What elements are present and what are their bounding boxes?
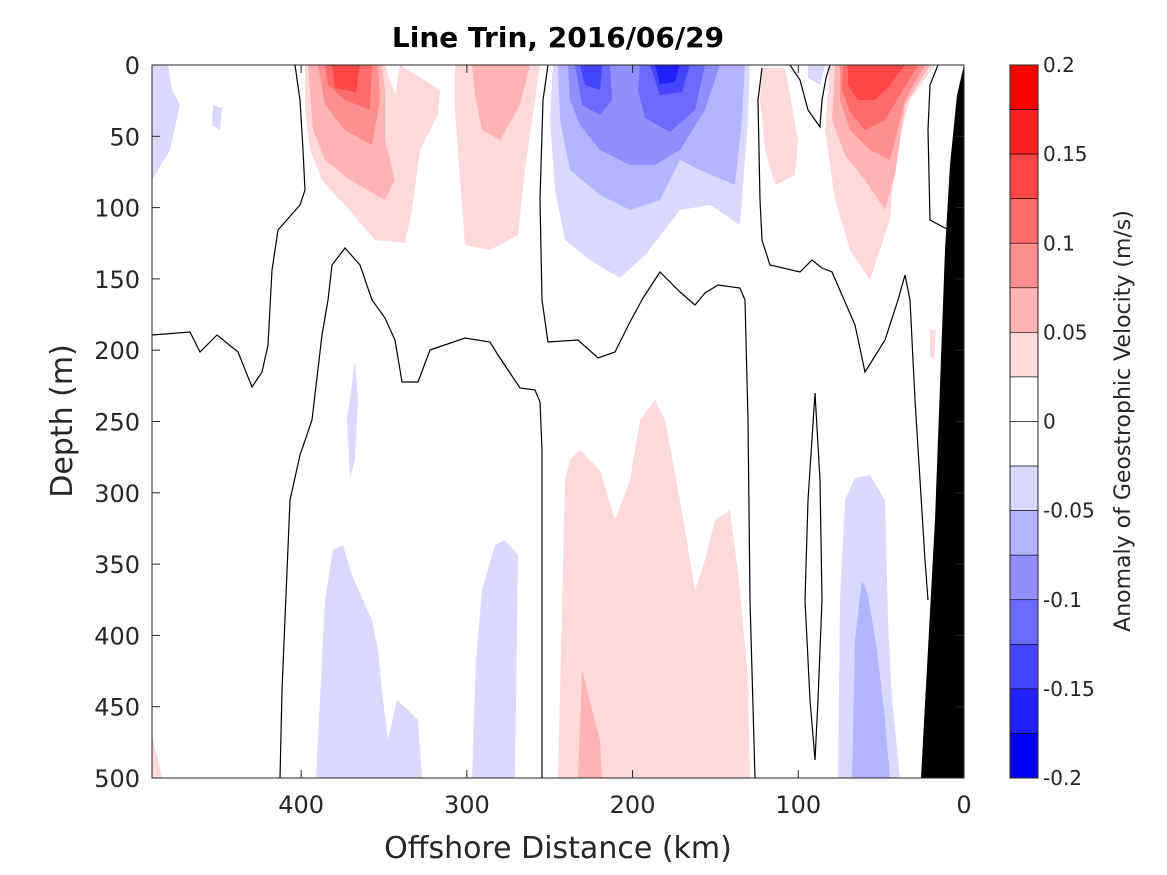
colorbar-segment — [1009, 153, 1039, 199]
contour-neg-deep3 — [472, 540, 518, 778]
colorbar-segment — [1009, 510, 1039, 556]
y-tick-label: 100 — [94, 195, 140, 223]
y-tick-label: 50 — [109, 123, 140, 151]
x-axis-title: Offshore Distance (km) — [384, 831, 732, 866]
contour-pos3-lvl5 — [848, 65, 905, 100]
colorbar-segment — [1009, 376, 1039, 422]
colorbar-tick-label: 0.15 — [1043, 142, 1088, 166]
colorbar-segment — [1009, 421, 1039, 467]
y-tick-label: 300 — [94, 480, 140, 508]
colorbar-segment — [1009, 599, 1039, 645]
y-axis-title: Depth (m) — [45, 344, 80, 498]
colorbar-tick-label: -0.1 — [1043, 588, 1082, 612]
colorbar-segment — [1009, 733, 1039, 779]
chart-title: Line Trin, 2016/06/29 — [392, 21, 724, 54]
contour-neg-small1 — [152, 65, 180, 180]
contour-pos4-lvl1 — [558, 400, 750, 778]
y-tick-label: 150 — [94, 266, 140, 294]
contour-fill-layer — [152, 65, 936, 778]
contour-pos2-lvl1 — [455, 65, 540, 250]
contour-pos-small1 — [760, 68, 798, 185]
x-tick-label: 300 — [444, 791, 490, 819]
x-tick-label: 200 — [610, 791, 656, 819]
colorbar-tick-label: -0.15 — [1043, 677, 1095, 701]
x-tick-label: 100 — [775, 791, 821, 819]
colorbar-title: Anomaly of Geostrophic Velocity (m/s) — [1111, 210, 1136, 632]
colorbar-segment — [1009, 554, 1039, 601]
contour-neg-deep2 — [347, 360, 358, 478]
colorbar-segment — [1009, 644, 1039, 690]
contour-pos-small2 — [930, 330, 936, 360]
colorbar-border — [1009, 64, 1039, 779]
x-tick-label: 400 — [278, 791, 324, 819]
colorbar: 0.2 0.15 0.1 0.05 0 -0.05 -0.1 -0.15 -0.2 — [1009, 53, 1095, 790]
colorbar-tick-label: -0.05 — [1043, 499, 1095, 523]
contour-pos-small3 — [152, 735, 162, 778]
contour-neg-deep5 — [852, 580, 890, 778]
y-tick-label: 400 — [94, 622, 140, 650]
x-axis: 400 300 200 100 0 — [278, 65, 972, 819]
colorbar-segment — [1009, 287, 1039, 333]
colorbar-segment — [1009, 64, 1039, 110]
contour-neg-small2 — [212, 105, 222, 130]
contour-pos4-lvl2 — [578, 670, 602, 778]
contour-neg-lvl5 — [580, 65, 602, 90]
colorbar-segment — [1009, 332, 1039, 378]
colorbar-tick-label: 0.2 — [1043, 53, 1075, 77]
contour-neg-lvl6 — [655, 65, 680, 84]
colorbar-segment — [1009, 688, 1039, 734]
y-tick-label: 350 — [94, 551, 140, 579]
y-tick-label: 250 — [94, 409, 140, 437]
y-axis: 0 50 100 150 200 250 300 350 400 450 500 — [94, 52, 964, 793]
contour-neg-lvl4b — [638, 65, 705, 132]
y-tick-label: 500 — [94, 765, 140, 793]
colorbar-segment — [1009, 465, 1039, 511]
contour-pos2-lvl2 — [472, 65, 530, 140]
contour-neg-deep1 — [316, 545, 422, 778]
x-tick-label: 0 — [956, 791, 971, 819]
bathymetry-mask — [921, 65, 964, 778]
contour-pos-lvl5 — [332, 65, 360, 92]
colorbar-tick-label: 0 — [1043, 410, 1056, 434]
y-tick-label: 0 — [125, 52, 140, 80]
colorbar-segment — [1009, 198, 1039, 244]
colorbar-segment — [1009, 242, 1039, 289]
colorbar-tick-label: -0.2 — [1043, 766, 1082, 790]
y-tick-label: 200 — [94, 337, 140, 365]
colorbar-tick-label: 0.1 — [1043, 231, 1075, 255]
contour-neg-small3 — [808, 65, 825, 85]
y-tick-label: 450 — [94, 694, 140, 722]
zero-contour-lines — [152, 65, 951, 778]
colorbar-segment — [1009, 109, 1039, 155]
colorbar-tick-label: 0.05 — [1043, 320, 1088, 344]
